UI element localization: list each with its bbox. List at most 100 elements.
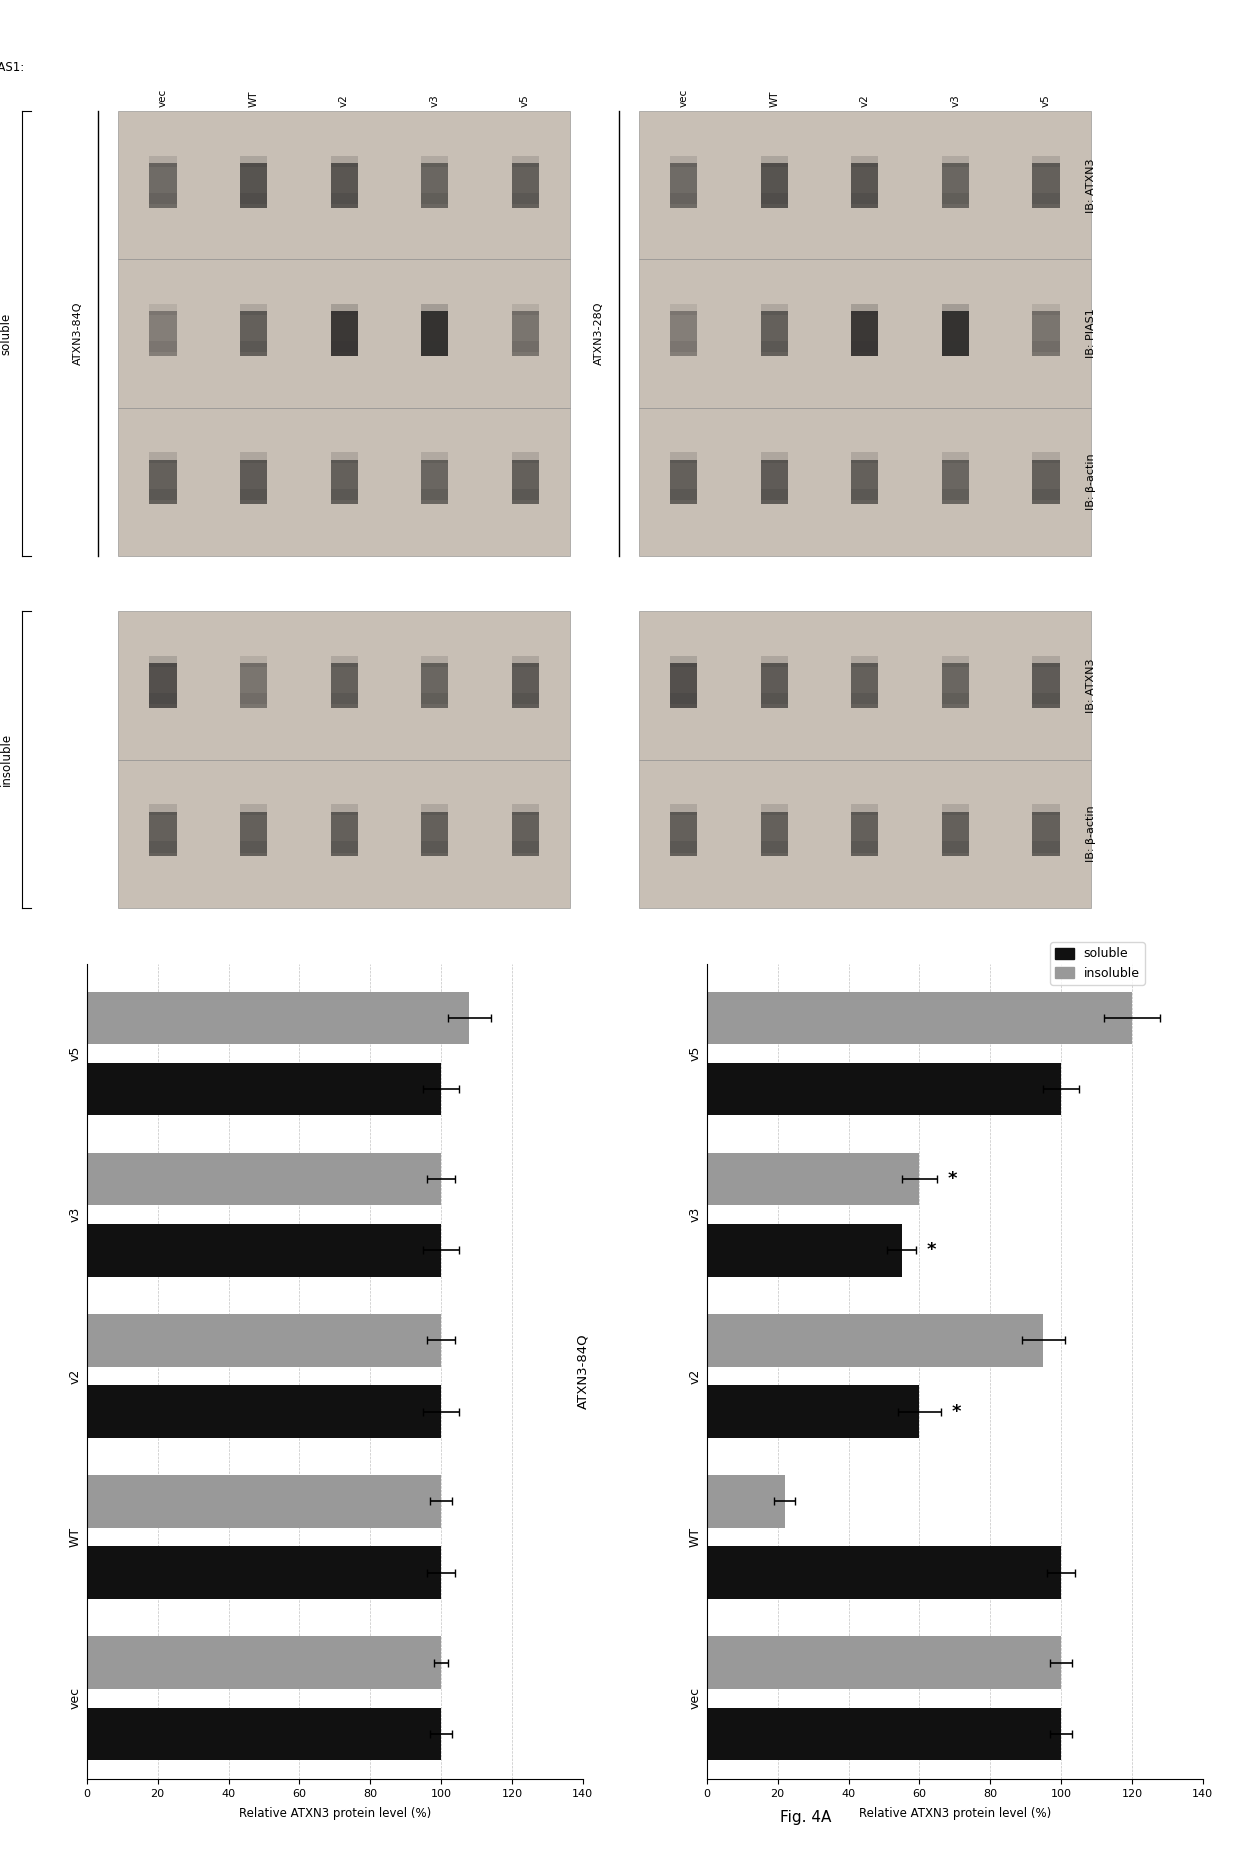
Bar <box>512 304 538 315</box>
Bar <box>852 693 878 704</box>
Bar <box>761 656 787 667</box>
Text: ATXN3-84Q: ATXN3-84Q <box>577 1334 589 1408</box>
Bar <box>671 804 697 815</box>
Text: WT: WT <box>248 91 259 107</box>
Bar <box>512 156 538 167</box>
Bar <box>87 991 470 1043</box>
Bar <box>852 452 878 463</box>
Bar <box>331 193 357 204</box>
Bar <box>241 841 267 852</box>
Bar <box>671 193 697 204</box>
Bar <box>761 341 787 352</box>
Bar <box>1033 656 1059 667</box>
Text: PIAS1:: PIAS1: <box>0 61 25 74</box>
Bar <box>241 460 267 504</box>
Text: Fig. 4A: Fig. 4A <box>780 1810 832 1825</box>
Text: IB: β-actin: IB: β-actin <box>1086 806 1096 862</box>
Bar <box>331 812 357 856</box>
Bar <box>241 489 267 500</box>
Bar <box>1033 804 1059 815</box>
Text: vec: vec <box>157 89 169 107</box>
Bar <box>118 408 570 556</box>
Bar <box>942 693 968 704</box>
Bar <box>942 460 968 504</box>
Bar <box>331 311 357 356</box>
Bar <box>707 1225 901 1277</box>
X-axis label: Relative ATXN3 protein level (%): Relative ATXN3 protein level (%) <box>238 1807 432 1820</box>
Bar <box>852 193 878 204</box>
Bar <box>852 311 878 356</box>
Bar <box>87 1225 441 1277</box>
Bar <box>87 1708 441 1760</box>
Bar <box>422 156 448 167</box>
Bar <box>422 304 448 315</box>
Bar <box>241 656 267 667</box>
Text: v2: v2 <box>859 95 870 107</box>
Bar <box>671 156 697 167</box>
Bar <box>422 804 448 815</box>
Bar <box>852 156 878 167</box>
Legend: soluble, insoluble: soluble, insoluble <box>1050 943 1145 984</box>
Text: v3: v3 <box>429 95 440 107</box>
Bar <box>512 163 538 208</box>
Text: WT: WT <box>769 91 780 107</box>
Bar <box>422 656 448 667</box>
Bar <box>1033 489 1059 500</box>
Bar <box>942 489 968 500</box>
Bar <box>331 841 357 852</box>
Bar <box>241 663 267 708</box>
Bar <box>942 341 968 352</box>
Bar <box>331 163 357 208</box>
Bar <box>671 163 697 208</box>
Bar <box>150 311 176 356</box>
Bar <box>707 1708 1061 1760</box>
Bar <box>87 1386 441 1438</box>
Bar <box>150 804 176 815</box>
Bar <box>761 156 787 167</box>
Bar <box>671 304 697 315</box>
Bar <box>639 611 1091 760</box>
Bar <box>852 163 878 208</box>
Bar <box>671 663 697 708</box>
Bar <box>150 663 176 708</box>
Bar <box>512 693 538 704</box>
Bar <box>761 452 787 463</box>
Bar <box>852 656 878 667</box>
Bar <box>241 452 267 463</box>
Bar <box>331 663 357 708</box>
Bar <box>241 693 267 704</box>
Bar <box>512 193 538 204</box>
Bar <box>942 841 968 852</box>
Bar <box>639 760 1091 908</box>
Bar <box>707 1547 1061 1599</box>
Bar <box>512 452 538 463</box>
Bar <box>241 311 267 356</box>
Bar <box>1033 841 1059 852</box>
Bar <box>707 991 1132 1043</box>
Bar <box>1033 304 1059 315</box>
Bar <box>1033 812 1059 856</box>
Bar <box>150 489 176 500</box>
Bar <box>671 311 697 356</box>
Bar <box>852 304 878 315</box>
Bar <box>87 1064 441 1116</box>
Bar <box>671 656 697 667</box>
Bar <box>331 460 357 504</box>
Bar <box>87 1153 441 1204</box>
Bar <box>942 163 968 208</box>
Bar <box>150 841 176 852</box>
Bar <box>150 452 176 463</box>
Bar <box>331 156 357 167</box>
Bar <box>512 341 538 352</box>
Bar <box>707 1064 1061 1116</box>
Text: *: * <box>926 1242 936 1260</box>
Bar <box>422 311 448 356</box>
X-axis label: Relative ATXN3 protein level (%): Relative ATXN3 protein level (%) <box>858 1807 1052 1820</box>
Bar <box>422 812 448 856</box>
Text: v3: v3 <box>950 95 961 107</box>
Bar <box>707 1636 1061 1688</box>
Bar <box>1033 452 1059 463</box>
Bar <box>942 304 968 315</box>
Bar <box>512 804 538 815</box>
Bar <box>422 193 448 204</box>
